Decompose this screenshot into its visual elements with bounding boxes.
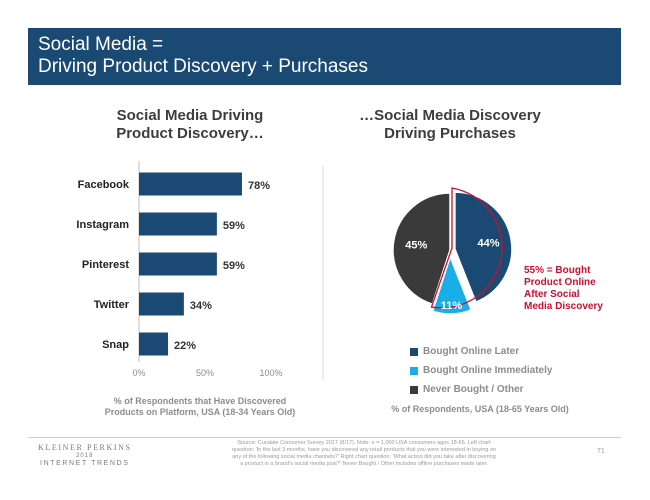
legend-label: Bought Online Immediately bbox=[423, 365, 553, 376]
pie-callout-line-4: Media Discovery bbox=[524, 301, 603, 312]
bar-snap bbox=[139, 332, 169, 356]
bar-pinterest bbox=[139, 252, 217, 276]
bar-instagram bbox=[139, 212, 217, 236]
bar-category-label: Twitter bbox=[94, 299, 130, 311]
bar-value-label: 59% bbox=[223, 220, 245, 232]
bar-chart-caption-line-2: Products on Platform, USA (18-34 Years O… bbox=[104, 407, 296, 417]
footer-divider bbox=[28, 437, 621, 438]
legend-swatch bbox=[410, 366, 418, 375]
bar-chart-title-line-1: Social Media Driving bbox=[116, 107, 264, 124]
pie-callout-line-1: 55% = Bought bbox=[524, 265, 591, 276]
bar-value-label: 59% bbox=[223, 260, 245, 272]
pie-slice-label: 11% bbox=[441, 300, 463, 312]
pie-chart-caption: % of Respondents, USA (18-65 Years Old) bbox=[391, 404, 569, 414]
source-note-line-4: a product in a brand's social media post… bbox=[240, 461, 488, 467]
bar-category-label: Facebook bbox=[78, 179, 130, 191]
slide-header: Social Media = Driving Product Discovery… bbox=[28, 28, 621, 85]
bar-twitter bbox=[139, 292, 184, 316]
pie-chart-title-line-2: Driving Purchases bbox=[384, 125, 516, 142]
bar-x-tick-label: 100% bbox=[259, 368, 282, 378]
pie-callout-line-2: Product Online bbox=[524, 277, 596, 288]
bar-chart-caption: % of Respondents that Have Discovered Pr… bbox=[95, 396, 305, 418]
pie-callout-line-3: After Social bbox=[524, 289, 580, 300]
legend-item-never-bought: Never Bought / Other bbox=[410, 380, 552, 399]
source-note-line-1: Source: Curalate Consumer Survey 2017 (8… bbox=[237, 440, 491, 446]
legend-swatch bbox=[410, 347, 418, 356]
pie-slice-label: 45% bbox=[405, 240, 427, 252]
slide-title-line-1: Social Media = bbox=[38, 34, 164, 55]
legend-item-bought-immediately: Bought Online Immediately bbox=[410, 361, 552, 380]
pie-highlight-outline bbox=[430, 187, 503, 309]
legend-label: Never Bought / Other bbox=[423, 384, 524, 395]
legend-label: Bought Online Later bbox=[423, 346, 520, 357]
logo-line-3: INTERNET TRENDS bbox=[40, 460, 130, 467]
logo-line-1: KLEINER PERKINS bbox=[38, 443, 132, 452]
bar-category-label: Instagram bbox=[76, 219, 129, 231]
bar-value-label: 34% bbox=[190, 300, 212, 312]
pie-slice-1 bbox=[431, 254, 473, 315]
bar-x-tick-label: 0% bbox=[132, 368, 145, 378]
logo-line-2: 2018 bbox=[76, 453, 94, 459]
pie-chart-title: …Social Media Discovery Driving Purchase… bbox=[350, 107, 550, 143]
source-note-line-2: question: 'In the last 3 months, have yo… bbox=[231, 447, 497, 453]
bar-chart-title-line-2: Product Discovery… bbox=[116, 125, 264, 142]
bar-category-label: Snap bbox=[102, 339, 129, 351]
bar-chart-title: Social Media Driving Product Discovery… bbox=[90, 107, 290, 143]
page-number: 71 bbox=[597, 448, 605, 455]
source-note: Source: Curalate Consumer Survey 2017 (8… bbox=[214, 440, 514, 468]
bar-value-label: 22% bbox=[174, 340, 196, 352]
pie-slice-label: 44% bbox=[477, 238, 499, 250]
bar-value-label: 78% bbox=[248, 180, 270, 192]
bar-chart-caption-line-1: % of Respondents that Have Discovered bbox=[113, 396, 287, 406]
source-note-line-3: any of the following social media channe… bbox=[232, 454, 496, 460]
slide-title-line-2: Driving Product Discovery + Purchases bbox=[38, 56, 368, 77]
bar-category-label: Pinterest bbox=[82, 259, 129, 271]
kpcb-logo: KLEINER PERKINS 2018 INTERNET TRENDS bbox=[38, 443, 132, 467]
bar-x-tick-label: 50% bbox=[196, 368, 214, 378]
bar-facebook bbox=[139, 172, 242, 196]
pie-legend: Bought Online Later Bought Online Immedi… bbox=[410, 342, 552, 399]
legend-swatch bbox=[410, 385, 418, 394]
pie-chart-title-line-1: …Social Media Discovery bbox=[359, 107, 541, 124]
pie-slice-2 bbox=[392, 192, 451, 306]
legend-item-bought-later: Bought Online Later bbox=[410, 342, 552, 361]
